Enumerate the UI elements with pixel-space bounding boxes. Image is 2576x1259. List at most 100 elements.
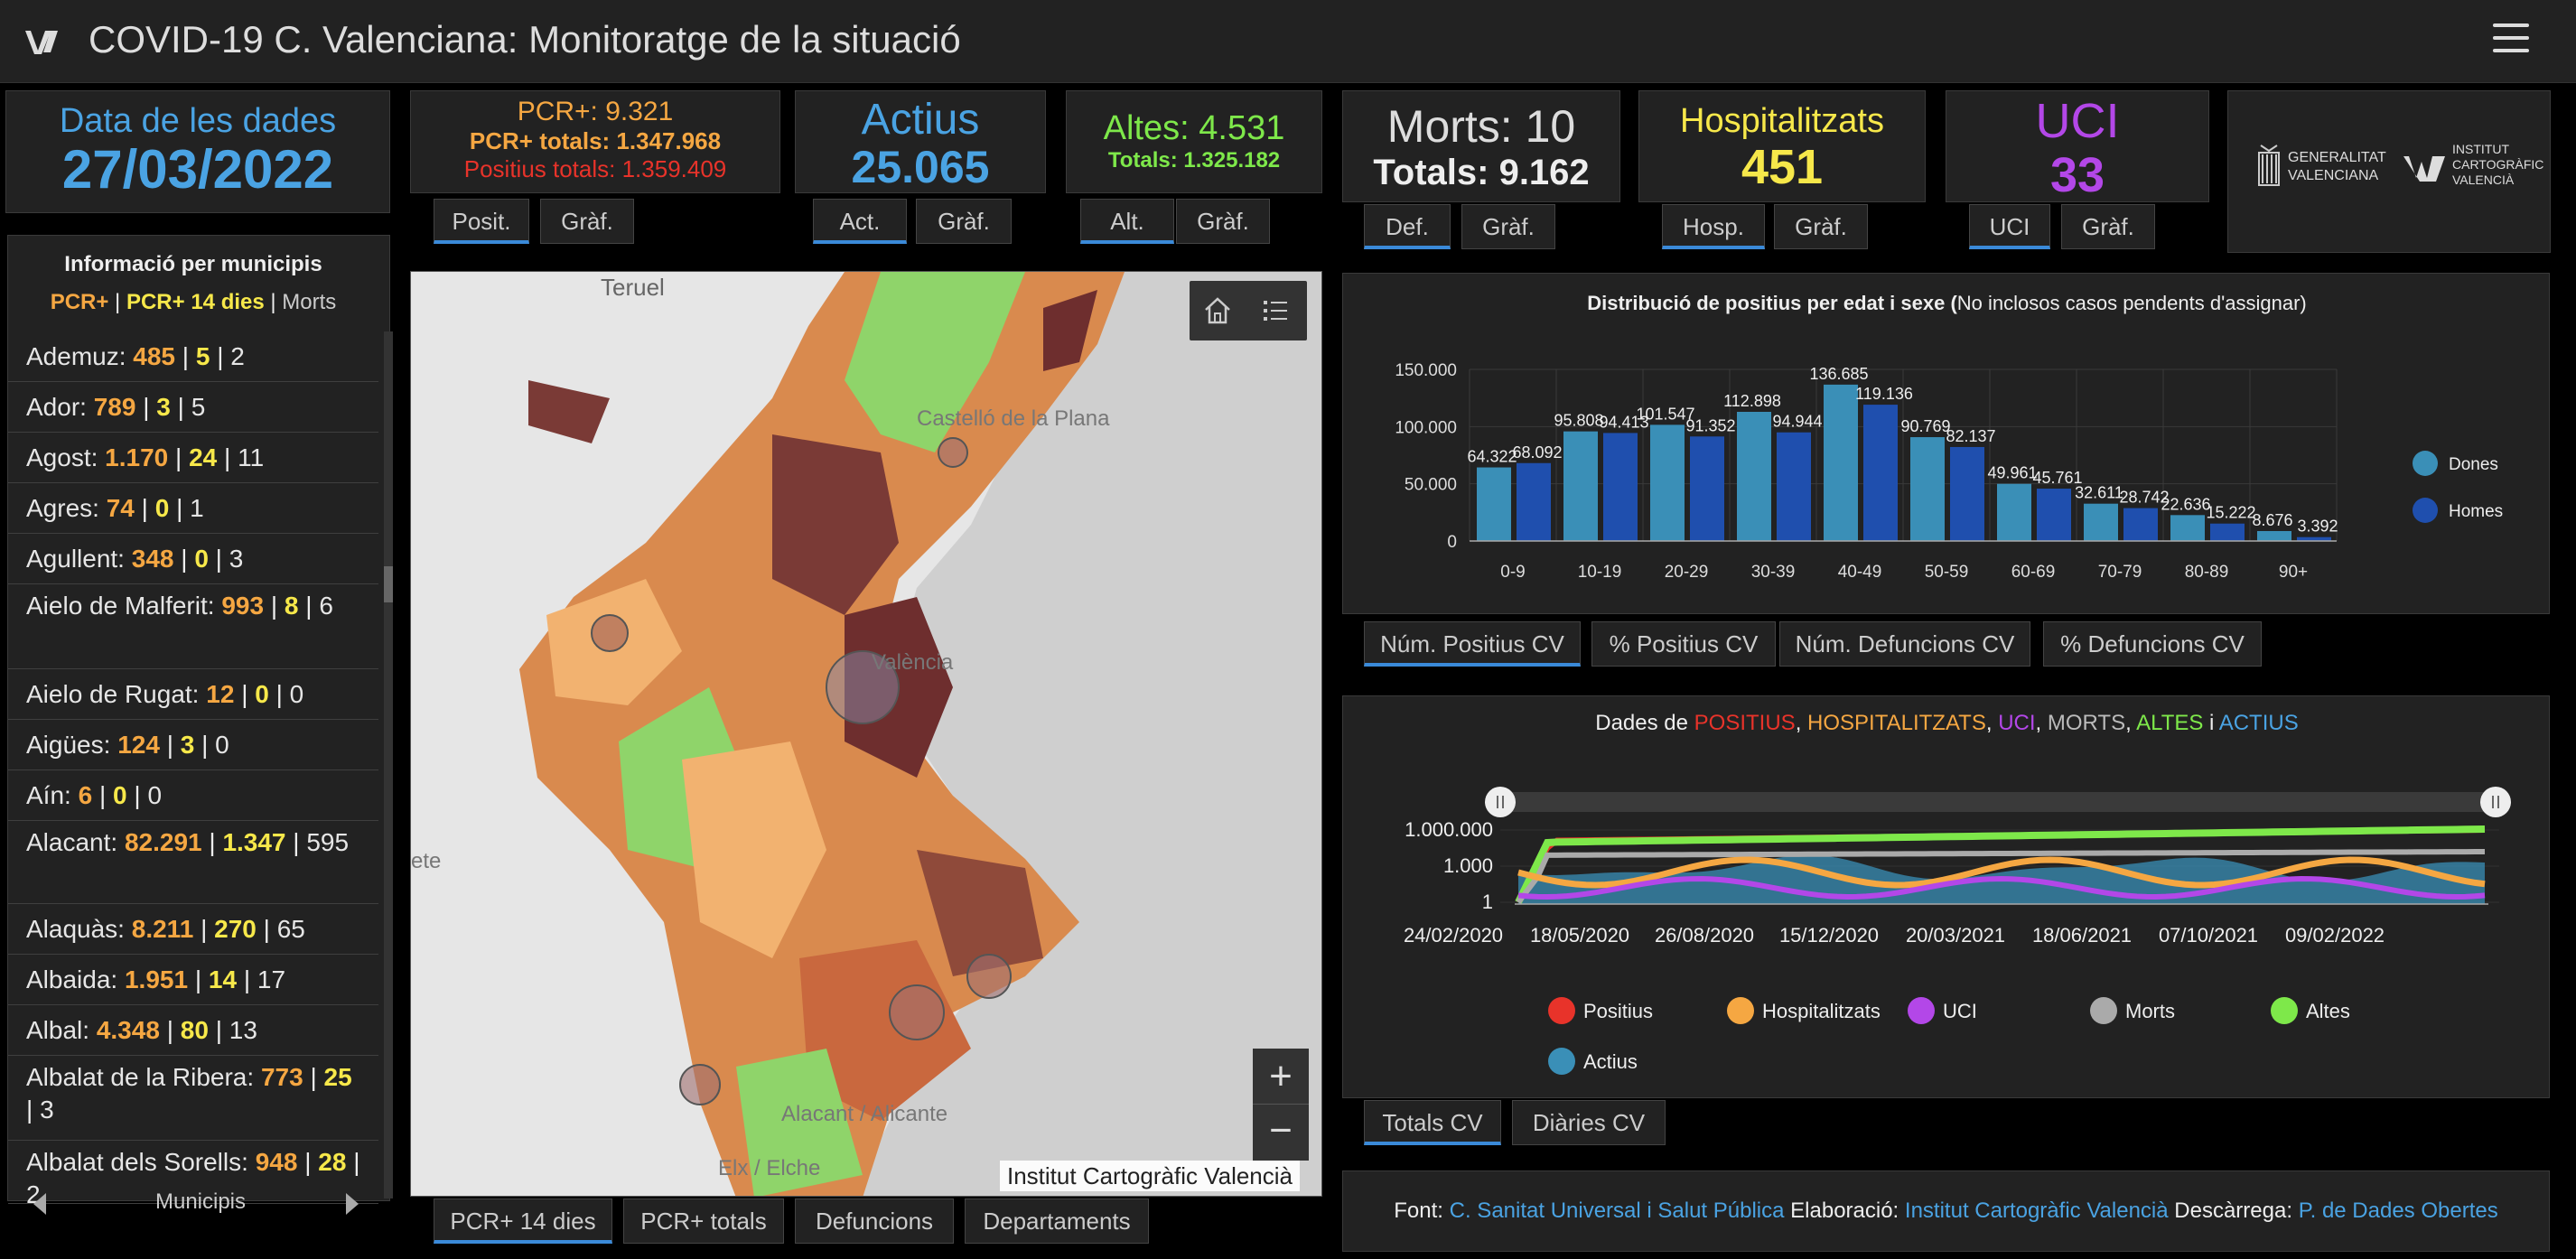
bar-homes[interactable] xyxy=(1777,432,1811,541)
line-legend-label[interactable]: UCI xyxy=(1943,1000,1977,1022)
tab-act[interactable]: Act. xyxy=(813,199,907,244)
tab-alt[interactable]: Alt. xyxy=(1080,199,1174,244)
bar-legend-label[interactable]: Homes xyxy=(2449,502,2503,521)
bar-dones[interactable] xyxy=(1824,384,1858,541)
municipi-row[interactable]: Aielo de Rugat: 12 | 0 | 0 xyxy=(8,669,378,720)
tab-pcr-totals[interactable]: PCR+ totals xyxy=(623,1198,784,1244)
legend-swatch[interactable] xyxy=(2413,498,2438,523)
line-legend-label[interactable]: Positius xyxy=(1583,1000,1653,1022)
municipi-name: Ademuz: xyxy=(26,342,126,370)
bar-dones[interactable] xyxy=(1910,437,1945,541)
next-arrow-icon[interactable] xyxy=(346,1193,359,1215)
bar-homes[interactable] xyxy=(2297,536,2331,541)
municipi-row[interactable]: Alaquàs: 8.211 | 270 | 65 xyxy=(8,904,378,955)
zoom-out-icon[interactable]: − xyxy=(1269,1108,1293,1152)
bar-homes[interactable] xyxy=(1950,446,1984,541)
prev-arrow-icon[interactable] xyxy=(33,1193,46,1215)
municipi-row[interactable]: Albaida: 1.951 | 14 | 17 xyxy=(8,955,378,1005)
bar-dones[interactable] xyxy=(1563,431,1598,541)
map-canvas[interactable]: Teruel Castelló de la Plana València Ala… xyxy=(411,272,1322,1197)
source-link[interactable]: C. Sanitat Universal i Salut Pública xyxy=(1449,1198,1785,1223)
line-xtick-label: 09/02/2022 xyxy=(2285,924,2385,947)
bar-dones[interactable] xyxy=(1650,424,1685,541)
line-legend-swatch[interactable] xyxy=(2271,997,2298,1024)
municipi-row[interactable]: Albalat de la Ribera: 773 | 25 | 3 xyxy=(8,1056,378,1141)
municipi-morts: 3 xyxy=(40,1096,54,1124)
tab-pcr14[interactable]: PCR+ 14 dies xyxy=(434,1198,612,1244)
municipi-row[interactable]: Aigües: 124 | 3 | 0 xyxy=(8,720,378,770)
legend-swatch[interactable] xyxy=(2413,451,2438,476)
tab-totals-cv[interactable]: Totals CV xyxy=(1364,1100,1501,1145)
bar-dones[interactable] xyxy=(1997,483,2031,541)
tab-act-graf[interactable]: Gràf. xyxy=(916,199,1012,244)
line-legend-label[interactable]: Actius xyxy=(1583,1050,1638,1073)
series-hospitalitzats[interactable] xyxy=(1517,856,2486,889)
tab-alt-graf[interactable]: Gràf. xyxy=(1176,199,1270,244)
tab-num-positius[interactable]: Núm. Positius CV xyxy=(1364,621,1581,667)
bar-category-label: 60-69 xyxy=(2011,563,2056,582)
tab-diaries-cv[interactable]: Diàries CV xyxy=(1512,1100,1666,1145)
series-uci[interactable] xyxy=(1517,875,2486,900)
tab-pcr-graf[interactable]: Gràf. xyxy=(540,199,634,244)
tab-pct-positius[interactable]: % Positius CV xyxy=(1591,621,1776,667)
line-legend-label[interactable]: Morts xyxy=(2125,1000,2175,1022)
tab-def[interactable]: Def. xyxy=(1364,204,1451,249)
tab-num-defuncions[interactable]: Núm. Defuncions CV xyxy=(1779,621,2030,667)
tab-uci-graf[interactable]: Gràf. xyxy=(2061,204,2155,249)
line-legend-label[interactable]: Altes xyxy=(2306,1000,2350,1022)
bar-homes[interactable] xyxy=(1517,462,1551,541)
municipi-row[interactable]: Agost: 1.170 | 24 | 11 xyxy=(8,433,378,483)
line-legend-swatch[interactable] xyxy=(2090,997,2117,1024)
tab-uci[interactable]: UCI xyxy=(1969,204,2050,249)
municipi-row[interactable]: Albal: 4.348 | 80 | 13 xyxy=(8,1005,378,1056)
bar-homes[interactable] xyxy=(2210,523,2245,541)
tab-hosp[interactable]: Hosp. xyxy=(1662,204,1765,249)
series-altes[interactable] xyxy=(1515,825,2486,904)
bar-dones[interactable] xyxy=(1737,411,1771,541)
municipi-row[interactable]: Aín: 6 | 0 | 0 xyxy=(8,770,378,821)
municipi-row[interactable]: Agullent: 348 | 0 | 3 xyxy=(8,534,378,584)
municipi-row[interactable]: Ador: 789 | 3 | 5 xyxy=(8,382,378,433)
tab-def-graf[interactable]: Gràf. xyxy=(1461,204,1555,249)
tab-pct-defuncions[interactable]: % Defuncions CV xyxy=(2043,621,2262,667)
municipi-row[interactable]: Agres: 74 | 0 | 1 xyxy=(8,483,378,534)
bar-legend-label[interactable]: Dones xyxy=(2449,455,2498,474)
bar-value-label: 28.742 xyxy=(2119,489,2169,507)
bar-dones[interactable] xyxy=(2084,503,2118,541)
range-slider-handle[interactable] xyxy=(1485,787,1516,817)
layer-list-icon[interactable] xyxy=(1260,295,1291,326)
line-chart-title: Dades de POSITIUS, HOSPITALITZATS, UCI, … xyxy=(1595,711,2299,735)
series-morts[interactable] xyxy=(1516,849,2486,904)
bar-homes[interactable] xyxy=(1863,405,1898,541)
line-legend-swatch[interactable] xyxy=(1727,997,1754,1024)
map-view[interactable]: Teruel Castelló de la Plana València Ala… xyxy=(410,271,1322,1197)
download-link[interactable]: P. de Dades Obertes xyxy=(2298,1198,2498,1223)
bar-homes[interactable] xyxy=(2123,508,2158,541)
bar-homes[interactable] xyxy=(1690,436,1724,541)
line-legend-swatch[interactable] xyxy=(1548,1048,1575,1075)
line-legend-swatch[interactable] xyxy=(1548,997,1575,1024)
elaboration-link[interactable]: Institut Cartogràfic Valencià xyxy=(1904,1198,2169,1223)
municipi-row[interactable]: Ademuz: 485 | 5 | 2 xyxy=(8,331,378,382)
line-legend-swatch[interactable] xyxy=(1908,997,1935,1024)
bar-homes[interactable] xyxy=(1603,433,1638,541)
tab-departaments[interactable]: Departaments xyxy=(965,1198,1149,1244)
municipis-scrollbar[interactable] xyxy=(384,331,393,1198)
home-icon[interactable] xyxy=(1202,295,1233,326)
line-legend-label[interactable]: Hospitalitzats xyxy=(1762,1000,1881,1022)
bar-dones[interactable] xyxy=(2257,531,2291,541)
range-slider-handle[interactable] xyxy=(2480,787,2511,817)
zoom-in-icon[interactable]: + xyxy=(1253,1049,1309,1105)
bar-dones[interactable] xyxy=(1477,467,1511,541)
tab-posit[interactable]: Posit. xyxy=(434,199,529,244)
hamburger-menu-icon[interactable] xyxy=(2493,23,2529,56)
tab-hosp-graf[interactable]: Gràf. xyxy=(1774,204,1868,249)
municipi-row[interactable]: Alacant: 82.291 | 1.347 | 595 xyxy=(8,821,378,904)
municipi-name: Albalat dels Sorells: xyxy=(26,1148,248,1176)
municipi-row[interactable]: Aielo de Malferit: 993 | 8 | 6 xyxy=(8,584,378,669)
tab-defuncions[interactable]: Defuncions xyxy=(795,1198,954,1244)
bar-dones[interactable] xyxy=(2170,515,2205,541)
range-slider-track[interactable] xyxy=(1500,792,2499,812)
logos-panel: GENERALITAT VALENCIANA INSTITUT CARTOGRÀ… xyxy=(2227,90,2551,253)
bar-homes[interactable] xyxy=(2037,489,2071,541)
